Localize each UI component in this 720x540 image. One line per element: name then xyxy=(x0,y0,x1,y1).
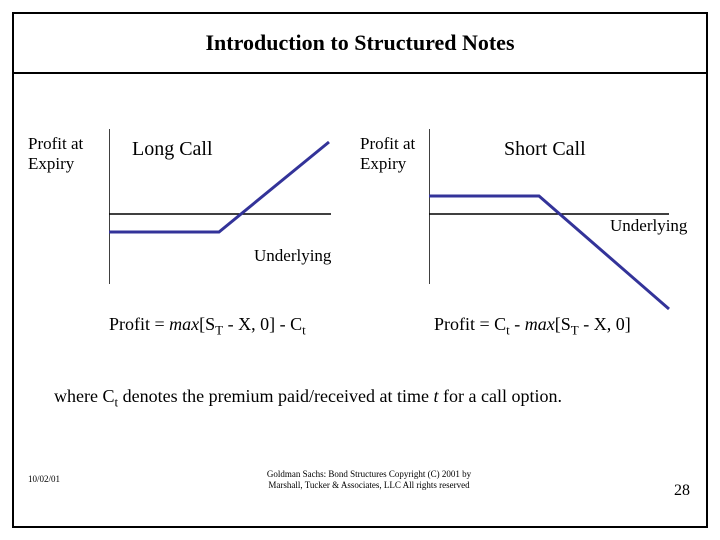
slide-title: Introduction to Structured Notes xyxy=(205,30,514,56)
right-y-axis-label: Profit at Expiry xyxy=(360,134,432,173)
footer-copyright: Goldman Sachs: Bond Structures Copyright… xyxy=(254,469,484,492)
right-formula: Profit = Ct - max[ST - X, 0] xyxy=(434,314,631,339)
left-formula: Profit = max[ST - X, 0] - Ct xyxy=(109,314,306,339)
left-payoff-line xyxy=(109,142,329,232)
left-y-axis-label: Profit at Expiry xyxy=(28,134,100,173)
right-payoff-line xyxy=(429,196,669,309)
footer-date: 10/02/01 xyxy=(28,474,60,484)
title-container: Introduction to Structured Notes xyxy=(14,14,706,74)
footer-page-number: 28 xyxy=(674,482,690,500)
where-text: where Ct denotes the premium paid/receiv… xyxy=(54,386,562,411)
left-chart xyxy=(109,129,334,289)
right-chart xyxy=(429,129,674,324)
slide-frame: Introduction to Structured Notes Profit … xyxy=(12,12,708,528)
